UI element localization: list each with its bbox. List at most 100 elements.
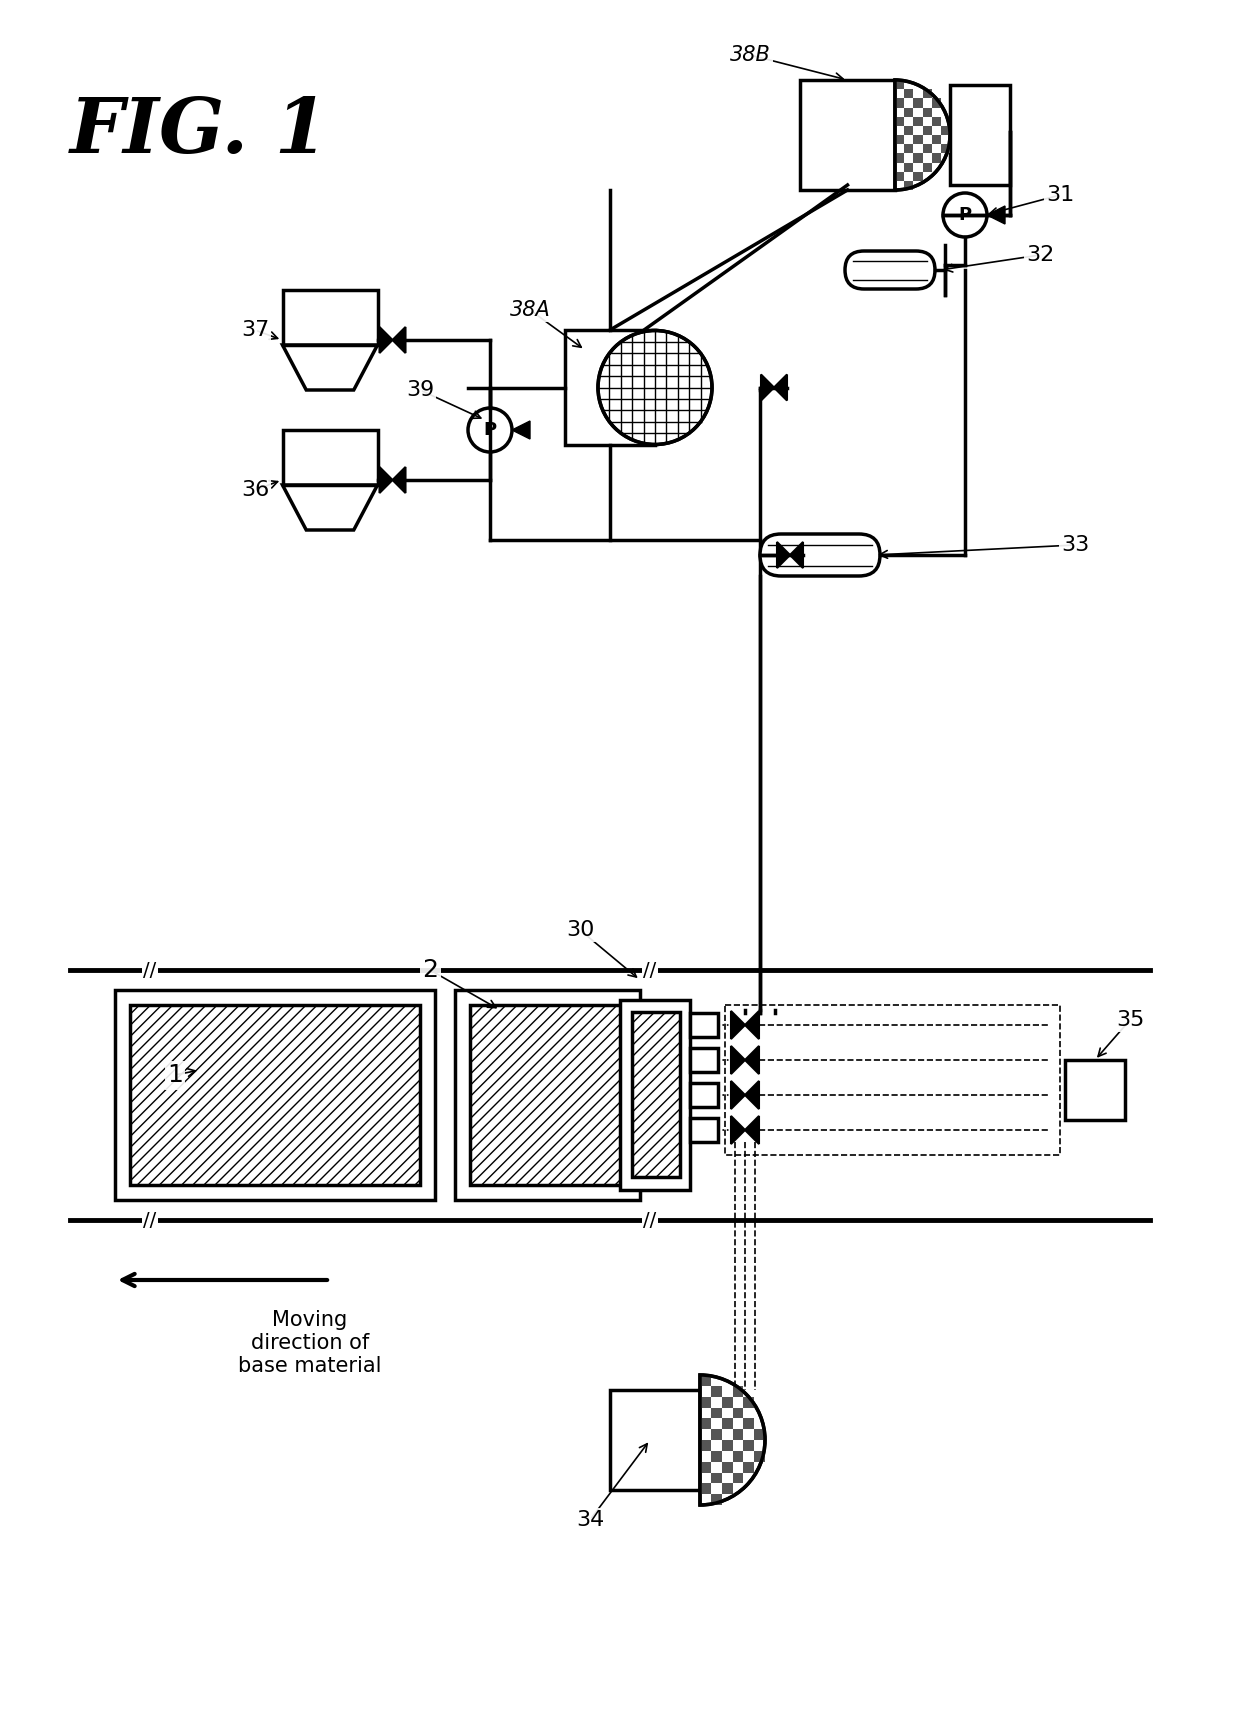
Bar [711,1386,722,1396]
Bar [1065,1060,1125,1119]
Wedge shape [701,1376,765,1506]
Bar [895,171,904,181]
Bar [711,1494,722,1506]
Bar [914,99,923,108]
FancyBboxPatch shape [844,251,935,289]
Bar [620,1000,689,1189]
Bar [711,1473,722,1483]
Bar [743,1396,754,1408]
Bar [722,1418,733,1429]
Text: 34: 34 [575,1511,604,1530]
Bar [722,1483,733,1494]
Bar [632,1012,680,1178]
Polygon shape [732,1116,745,1143]
Bar [895,99,904,108]
Polygon shape [379,467,393,492]
Bar [931,116,941,126]
Bar [701,1483,711,1494]
Bar [722,1461,733,1473]
Bar [743,1441,754,1451]
Text: 32: 32 [1025,244,1054,265]
Bar [923,126,931,135]
Bar [914,154,923,162]
Bar [701,1376,711,1386]
Polygon shape [774,374,787,400]
Polygon shape [761,374,774,400]
Text: 36: 36 [241,480,269,501]
Bar [904,108,914,116]
Bar [931,135,941,144]
Bar [904,89,914,99]
Wedge shape [895,80,950,190]
Polygon shape [745,1012,759,1039]
Text: 31: 31 [1045,185,1074,205]
Text: Moving
direction of
base material: Moving direction of base material [238,1311,382,1376]
Bar [904,126,914,135]
Bar [931,154,941,162]
Bar [711,1408,722,1418]
Circle shape [598,330,712,444]
Text: 39: 39 [405,379,434,400]
Bar [701,1461,711,1473]
Bar [689,1118,718,1142]
Bar [470,1005,630,1184]
Bar [941,126,950,135]
Bar [701,1418,711,1429]
Bar [743,1418,754,1429]
Bar [733,1386,743,1396]
Bar [754,1429,765,1441]
Bar [722,1396,733,1408]
Polygon shape [790,542,804,567]
Bar [711,1451,722,1461]
Text: 33: 33 [1061,535,1089,555]
Text: //: // [144,1210,156,1229]
Polygon shape [393,467,405,492]
Bar [904,162,914,171]
Bar [950,85,1011,185]
Bar [283,431,377,485]
Bar [733,1473,743,1483]
Text: 30: 30 [565,919,594,940]
Polygon shape [745,1046,759,1073]
Bar [565,330,655,444]
Bar [923,89,931,99]
Bar [733,1408,743,1418]
Bar [895,135,904,144]
Polygon shape [987,207,1004,224]
Polygon shape [745,1116,759,1143]
Bar [914,171,923,181]
Polygon shape [732,1012,745,1039]
Polygon shape [393,326,405,354]
Bar [754,1451,765,1461]
Text: 2: 2 [422,959,438,983]
Polygon shape [512,420,529,439]
Bar [722,1441,733,1451]
Bar [800,80,895,190]
Bar [904,181,914,190]
Bar [689,1084,718,1107]
Text: FIG. 1: FIG. 1 [69,96,329,169]
Bar [895,116,904,126]
Text: //: // [144,960,156,979]
Text: P: P [484,420,496,439]
Bar [689,1048,718,1072]
Bar [701,1441,711,1451]
Polygon shape [379,326,393,354]
Bar [733,1451,743,1461]
Bar [130,1005,420,1184]
Text: 37: 37 [241,320,269,340]
Bar [610,1389,701,1490]
Text: //: // [644,1210,657,1229]
Bar [283,291,377,345]
Polygon shape [732,1046,745,1073]
Bar [455,990,640,1200]
Text: 35: 35 [1116,1010,1145,1031]
Bar [914,116,923,126]
Bar [895,80,904,89]
Bar [733,1429,743,1441]
Bar [689,1013,718,1037]
Bar [923,108,931,116]
Bar [914,135,923,144]
Text: P: P [959,207,972,224]
Text: 38B: 38B [729,44,770,65]
